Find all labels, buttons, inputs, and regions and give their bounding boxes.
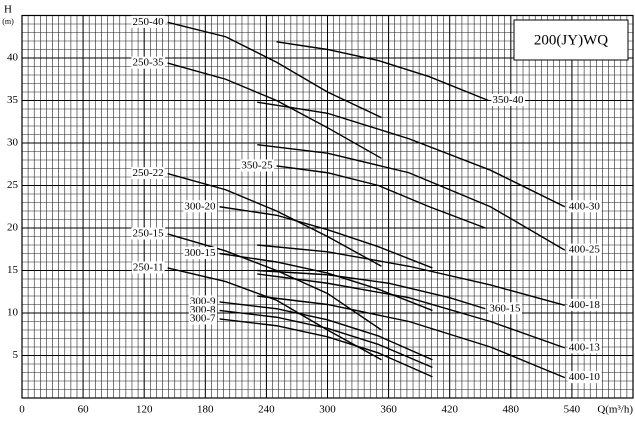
curve-label: 400-30 — [569, 200, 601, 212]
curve-label: 400-18 — [569, 299, 601, 311]
chart-title: 200(JY)WQ — [534, 32, 608, 48]
x-tick-label: 60 — [78, 404, 90, 416]
x-tick-label: 0 — [19, 404, 25, 416]
curve-label: 400-25 — [569, 244, 601, 256]
x-tick-label: 180 — [197, 404, 214, 416]
x-tick-label: 360 — [380, 404, 397, 416]
y-tick-label: 20 — [7, 222, 19, 234]
curve — [257, 101, 566, 208]
y-axis-unit: (m) — [2, 17, 14, 26]
curve-label-bg — [567, 341, 602, 354]
curve — [257, 295, 566, 379]
curve — [167, 233, 382, 331]
x-tick-label: 300 — [319, 404, 336, 416]
curve — [167, 62, 382, 159]
curve-label-bg — [183, 247, 218, 260]
y-axis-label: H — [4, 4, 12, 16]
curve-label: 300-20 — [184, 200, 216, 212]
curve-label: 300-15 — [184, 247, 216, 259]
curve — [219, 301, 433, 361]
curve-label: 250-35 — [132, 57, 164, 69]
curve-label: 250-40 — [132, 16, 164, 28]
x-axis-label: Q(m³/h) — [597, 404, 633, 416]
title-box — [513, 19, 629, 61]
curve — [276, 165, 486, 229]
curve — [257, 273, 566, 349]
curve-label-bg — [567, 243, 602, 256]
curve — [167, 172, 382, 267]
curve-label: 250-15 — [132, 227, 164, 239]
curve-label-bg — [131, 227, 166, 240]
y-tick-label: 5 — [13, 349, 19, 361]
curve-label-bg — [183, 200, 218, 213]
x-tick-label: 120 — [136, 404, 153, 416]
curve — [219, 318, 433, 378]
curve-label-bg — [240, 159, 275, 172]
curve-label: 400-10 — [569, 371, 601, 383]
x-tick-label: 540 — [564, 404, 581, 416]
curve — [276, 41, 489, 102]
curve-label: 300-7 — [190, 312, 216, 324]
curve-label: 250-22 — [132, 167, 163, 179]
curve-label-bg — [131, 56, 166, 69]
curve — [167, 267, 382, 361]
y-tick-label: 25 — [7, 179, 19, 191]
curve — [257, 144, 566, 251]
curve-label: 360-15 — [489, 302, 521, 314]
curve-label: 250-11 — [133, 261, 164, 273]
x-tick-label: 480 — [503, 404, 520, 416]
curve-label-bg — [567, 371, 602, 384]
curve-label-bg — [188, 312, 218, 325]
curve — [219, 309, 433, 369]
y-tick-label: 40 — [7, 52, 19, 64]
curve-label-bg — [131, 15, 166, 28]
y-tick-label: 30 — [7, 137, 19, 149]
curve — [257, 244, 565, 307]
curve-label: 350-40 — [492, 94, 524, 106]
y-tick-label: 15 — [7, 264, 19, 276]
plot-frame — [21, 14, 634, 399]
x-tick-label: 420 — [441, 404, 458, 416]
x-tick-label: 240 — [258, 404, 275, 416]
curve-label-bg — [488, 302, 523, 315]
curve-label-bg — [567, 200, 602, 213]
curve-label-bg — [131, 167, 165, 180]
curve — [167, 21, 382, 119]
curve-label-bg — [491, 94, 526, 107]
curve-label-bg — [567, 298, 602, 311]
curve — [257, 269, 486, 310]
curve — [219, 252, 433, 312]
curve-label: 400-13 — [569, 341, 601, 353]
curve — [219, 206, 433, 269]
y-tick-label: 35 — [7, 94, 19, 106]
curve-label-bg — [131, 261, 165, 274]
curve-label: 350-25 — [241, 159, 273, 171]
y-tick-label: 10 — [7, 307, 19, 319]
